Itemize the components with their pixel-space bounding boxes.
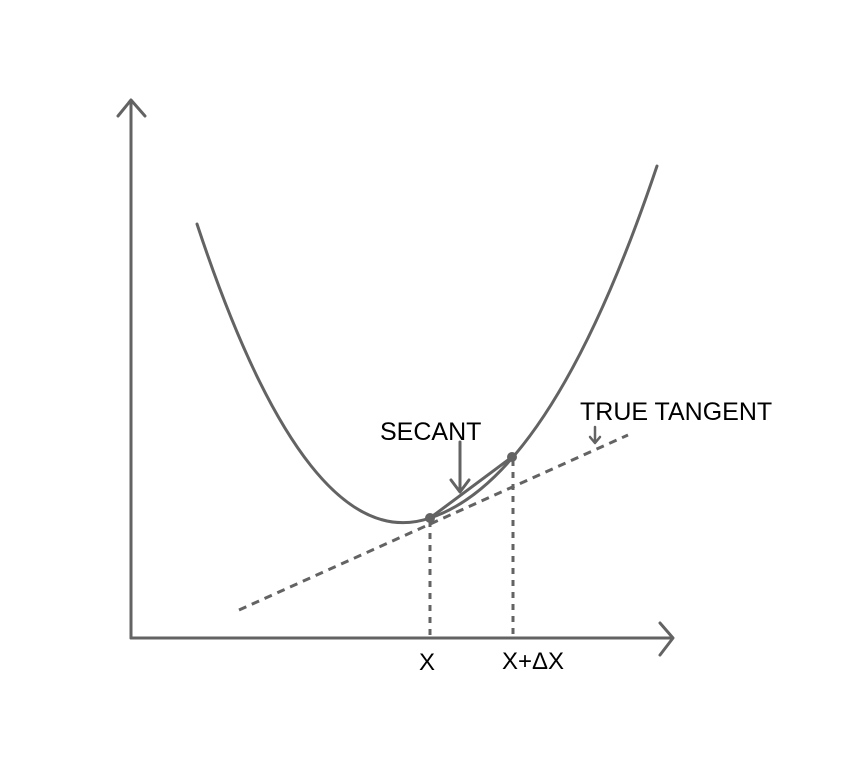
- x-axis-arrowhead: [658, 621, 675, 657]
- point-x: [425, 513, 435, 523]
- secant-line: [428, 455, 514, 520]
- x-tick-label: X: [419, 649, 435, 676]
- function-curve: [195, 164, 659, 525]
- point-x-plus-dx: [507, 452, 517, 462]
- x-plus-dx-tick-label: X+ΔX: [502, 648, 564, 675]
- axes: [116, 98, 675, 657]
- true-tangent-line: [238, 433, 629, 612]
- true-tangent-label: TRUE TANGENT: [580, 398, 772, 426]
- y-axis-arrowhead: [116, 98, 147, 118]
- tangent-pointer-arrow: [588, 425, 602, 445]
- secant-pointer-arrow: [449, 440, 471, 494]
- secant-label: SECANT: [380, 418, 481, 446]
